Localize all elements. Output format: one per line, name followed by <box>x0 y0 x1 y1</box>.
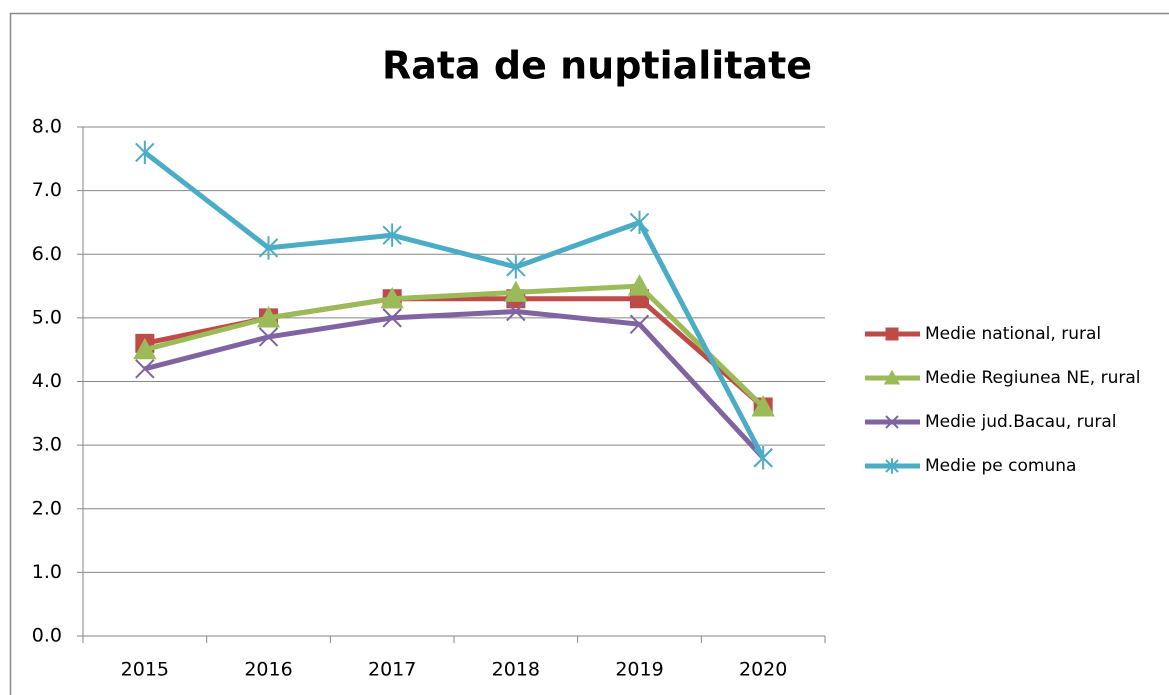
x-tick-label: 2019 <box>615 659 663 681</box>
x-tick-label: 2016 <box>244 659 292 681</box>
legend-label: Medie jud.Bacau, rural <box>925 412 1117 432</box>
data-point <box>506 255 526 279</box>
legend-label: Medie national, rural <box>925 324 1101 344</box>
data-point <box>258 236 279 260</box>
y-tick-label: 2.0 <box>32 497 62 519</box>
legend-marker <box>883 369 901 385</box>
chart-title: Rata de nuptialitate <box>382 44 812 88</box>
data-point <box>627 274 652 296</box>
data-point <box>256 306 281 328</box>
data-point <box>504 280 528 302</box>
y-tick-label: 6.0 <box>32 243 62 265</box>
x-tick-label: 2015 <box>121 659 169 681</box>
data-point <box>258 327 279 347</box>
legend-label: Medie Regiunea NE, rural <box>925 368 1141 388</box>
data-point <box>135 140 155 165</box>
y-tick-label: 3.0 <box>32 434 62 456</box>
legend-marker <box>885 415 899 429</box>
data-point <box>506 301 526 322</box>
chart-frame <box>9 12 1169 695</box>
data-point <box>135 359 155 379</box>
x-tick-label: 2020 <box>739 659 787 681</box>
data-point <box>382 223 402 247</box>
x-tick-label: 2017 <box>368 659 416 681</box>
data-point <box>133 337 157 360</box>
y-tick-label: 8.0 <box>32 116 62 138</box>
data-point <box>629 314 650 334</box>
legend-marker <box>885 327 899 341</box>
data-point <box>753 446 773 470</box>
y-tick-label: 5.0 <box>32 306 62 328</box>
y-tick-label: 7.0 <box>32 179 62 201</box>
legend-label: Medie pe comuna <box>925 456 1076 476</box>
y-tick-label: 1.0 <box>32 561 62 583</box>
data-point <box>380 286 404 309</box>
data-point <box>629 210 650 235</box>
series-line <box>143 150 766 460</box>
y-tick-label: 0.0 <box>32 625 62 647</box>
y-tick-label: 4.0 <box>32 370 62 392</box>
series-line <box>144 309 766 460</box>
legend-marker <box>885 458 899 474</box>
data-point <box>382 308 402 328</box>
x-tick-label: 2018 <box>492 659 540 681</box>
data-point <box>751 395 775 417</box>
series-line <box>144 283 765 409</box>
